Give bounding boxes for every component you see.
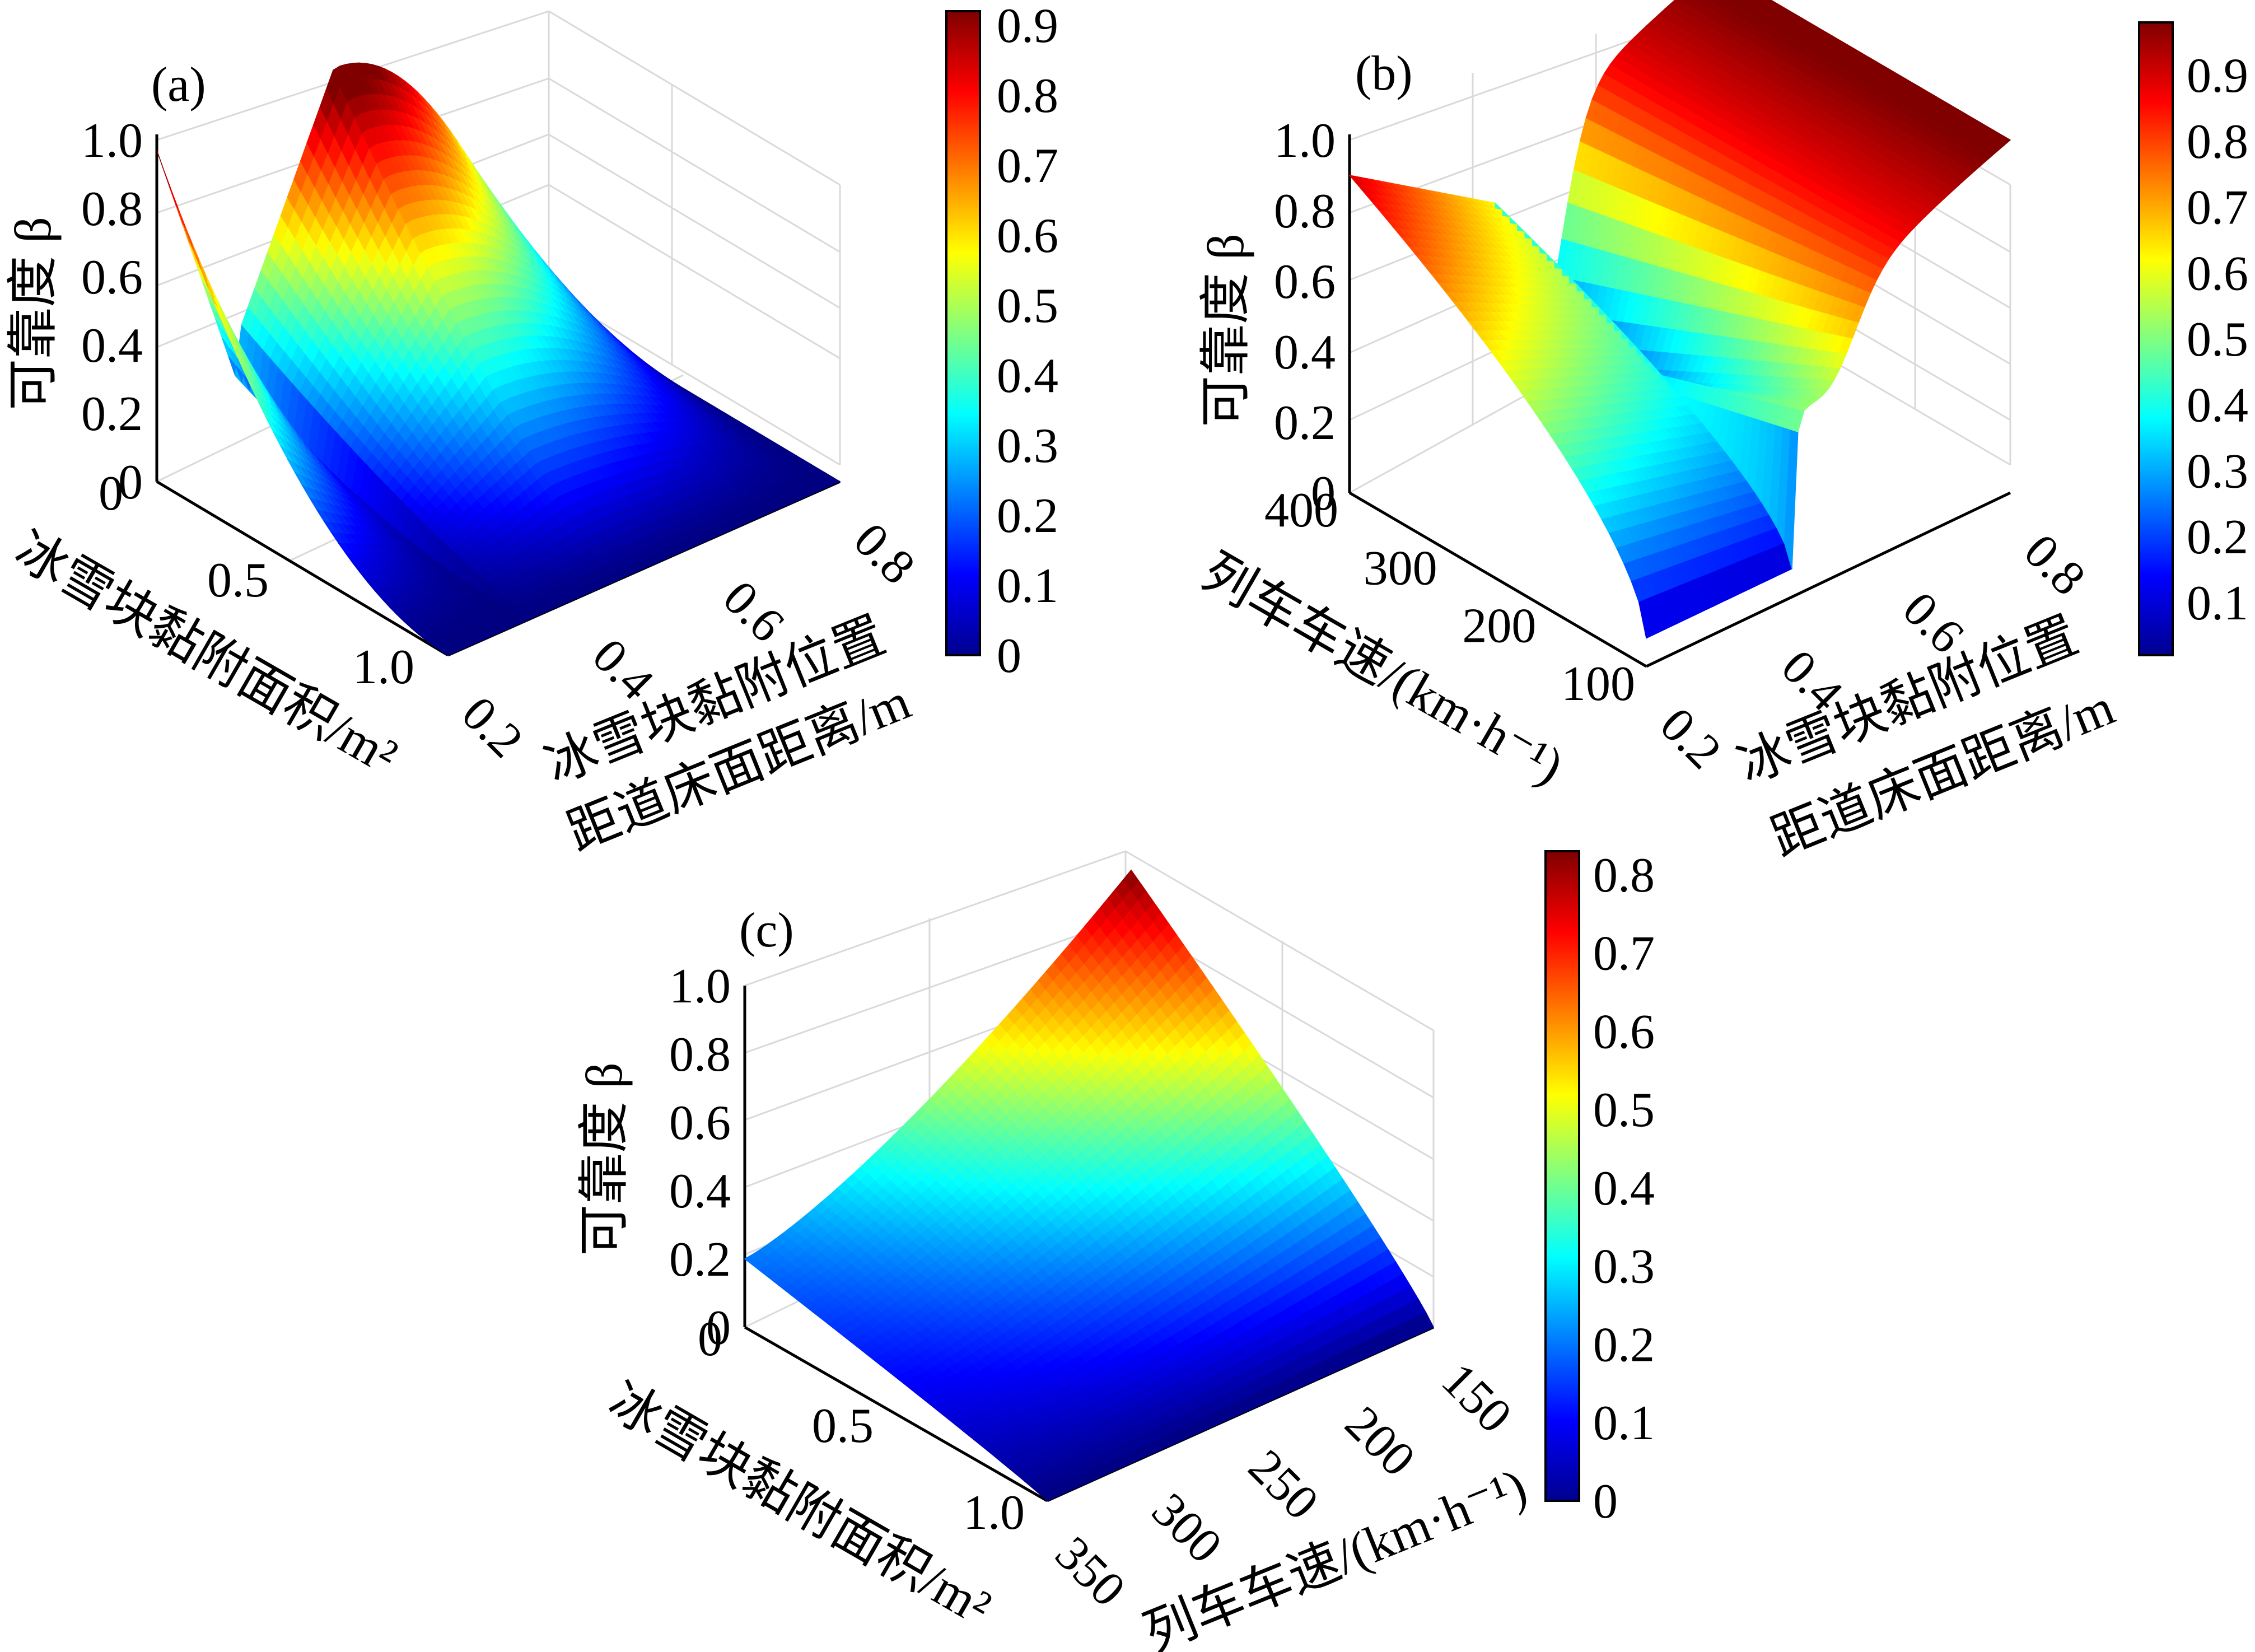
panel-b-z-label: 可靠度 β (1197, 234, 1254, 427)
panel-a-label: (a) (151, 58, 206, 112)
panel-a-y-label: 冰雪块黏附面积/m² (6, 520, 407, 785)
panel-a-z-tick: 0.6 (81, 250, 143, 305)
panel-a-colorbar-tick: 0.5 (997, 279, 1058, 333)
panel-b-z-tick: 0.8 (1274, 184, 1336, 239)
panel-b-y-tick: 300 (1364, 541, 1437, 595)
panel-b-colorbar-tick: 0.8 (2187, 115, 2248, 169)
panel-b-colorbar-tick: 0.4 (2187, 379, 2248, 433)
panel-b-z-tick: 0.2 (1274, 396, 1336, 450)
panel-b-label: (b) (1355, 46, 1413, 101)
panel-b-z-tick: 0.6 (1274, 255, 1336, 309)
panel-a-z-tick: 1.0 (81, 114, 143, 168)
panel-b-y-tick: 400 (1264, 483, 1338, 538)
panel-a-colorbar-tick: 0.2 (997, 489, 1058, 543)
panel-b-surface (1348, 0, 2011, 639)
panel-b-y-tick: 200 (1462, 599, 1536, 654)
panel-a-colorbar-tick: 0.8 (997, 69, 1058, 123)
panel-a-colorbar-ticks: 0 0.1 0.2 0.3 0.4 0.5 0.6 0.7 0.8 0.9 (997, 0, 1058, 683)
panel-b-y-tick: 100 (1561, 657, 1635, 711)
panel-a-colorbar-tick: 0.7 (997, 139, 1058, 193)
panel-a-y-tick: 0.5 (207, 553, 269, 608)
panel-a-z-tick: 0.8 (81, 182, 143, 236)
panel-b-z-ticks: 00.20.40.60.81.0 (1274, 114, 1336, 521)
panel-a-x-tick: 0.6 (713, 571, 795, 652)
panel-a-colorbar-tick: 0.6 (997, 209, 1058, 263)
panel-b-x-tick: 0.2 (1650, 698, 1731, 780)
panel-b-z-tick: 0.4 (1274, 325, 1336, 380)
panel-a-z-label: 可靠度 β (4, 217, 62, 410)
panel-b-x-tick: 0.8 (2014, 524, 2095, 606)
panel-b-z-tick: 1.0 (1274, 114, 1336, 168)
panel-b-colorbar (2138, 21, 2174, 656)
panel-a-colorbar-tick: 0.3 (997, 419, 1058, 473)
panel-a-x-tick: 0.2 (451, 687, 533, 768)
panel-b-colorbar-tick: 0.6 (2187, 246, 2248, 301)
panel-a-colorbar-tick: 0.1 (997, 559, 1058, 613)
panel-b-colorbar-tick: 0.3 (2187, 444, 2248, 498)
panel-b-colorbar-tick: 0.5 (2187, 312, 2248, 367)
panel-a-x-tick: 0.8 (843, 513, 925, 595)
panel-a-colorbar-tick: 0.4 (997, 349, 1058, 403)
panel-b-colorbar-tick: 0.1 (2187, 576, 2248, 631)
panel-a-z-tick: 0.4 (81, 319, 143, 373)
panel-b-colorbar-tick: 0.2 (2187, 510, 2248, 564)
panel-a-y-tick: 0 (99, 466, 123, 521)
panel-b-colorbar-tick: 0.9 (2187, 49, 2248, 103)
panel-a-z-tick: 0.2 (81, 387, 143, 441)
panel-a: (a) 0 0.2 0.4 0.6 0.8 1.0 0 0.5 1.0 0.2 0.4 0.6 0.… (4, 0, 1058, 862)
panel-b-colorbar-ticks: 0.1 0.2 0.3 0.4 0.5 0.6 0.7 0.8 0.9 (2187, 49, 2248, 631)
panel-a-colorbar-tick: 0.9 (997, 0, 1058, 53)
panel-a-surface (156, 62, 841, 656)
panel-a-y-tick: 1.0 (353, 640, 414, 694)
panel-c: (c) 00.20.40.60.81.0 00.51.0 350 300 250 20… (576, 848, 1655, 1652)
panel-a-colorbar-tick: 0 (997, 629, 1021, 683)
panel-a-colorbar (945, 10, 981, 656)
panel-b-colorbar-tick: 0.7 (2187, 181, 2248, 235)
panel-a-z-ticks: 00.20.40.60.81.0 (81, 114, 143, 510)
